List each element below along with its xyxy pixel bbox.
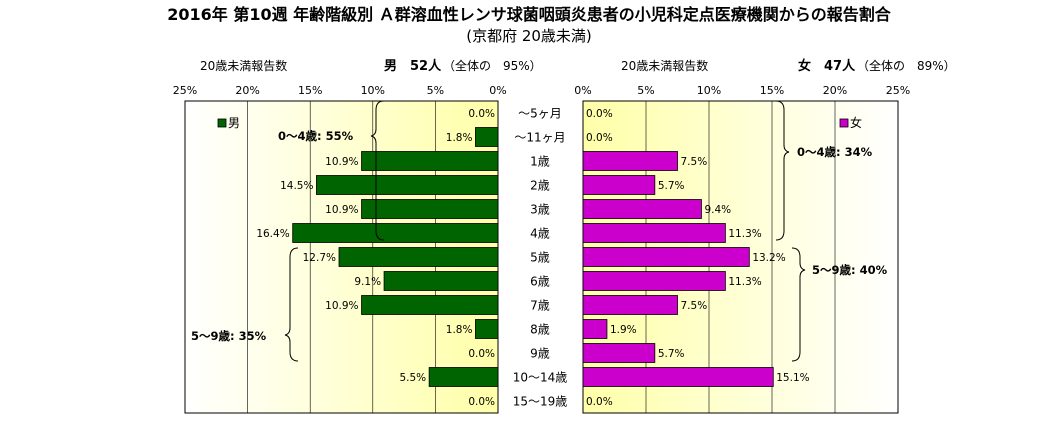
male-value-label: 0.0%	[468, 108, 495, 120]
female-bar	[582, 271, 726, 291]
male-legend-swatch	[217, 118, 227, 128]
male-tick-label: 10%	[361, 84, 385, 97]
male-count: 男 52人	[384, 58, 442, 74]
female-bar	[582, 175, 656, 195]
female-bar	[582, 319, 608, 339]
female-tick-label: 5%	[637, 84, 654, 97]
male-value-label: 16.4%	[256, 228, 289, 240]
female-tick-label: 15%	[760, 84, 784, 97]
female-value-label: 0.0%	[586, 108, 613, 120]
male-bracket-5-9	[284, 247, 299, 362]
male-bar	[428, 367, 499, 387]
female-group-5-9-label: 5～9歳: 40%	[812, 263, 888, 277]
category-label: 7歳	[530, 299, 550, 313]
chart-subtitle: (京都府 20歳未満)	[466, 27, 592, 45]
male-legend: 男	[217, 116, 240, 130]
female-value-label: 7.5%	[681, 156, 708, 168]
female-bar	[582, 343, 656, 363]
female-legend: 女	[839, 115, 862, 130]
male-value-label: 10.9%	[325, 300, 358, 312]
chart-title: 2016年 第10週 年齢階級別 Ａ群溶血性レンサ球菌咽頭炎患者の小児科定点医療…	[167, 5, 892, 24]
category-label: 9歳	[530, 347, 550, 361]
male-share: （全体の 95%）	[443, 58, 542, 73]
male-tick-label: 25%	[173, 84, 197, 97]
male-tick-label: 20%	[235, 84, 259, 97]
female-bracket-5-9	[791, 247, 806, 362]
female-legend-label: 女	[850, 115, 862, 130]
female-bar	[582, 247, 750, 267]
male-bar	[383, 271, 499, 291]
female-bracket-0-4	[775, 100, 790, 241]
category-label: 4歳	[530, 227, 550, 241]
female-value-label: 9.4%	[704, 204, 731, 216]
male-value-label: 1.8%	[446, 324, 473, 336]
male-value-label: 10.9%	[325, 156, 358, 168]
category-label: 6歳	[530, 275, 550, 289]
male-value-label: 9.1%	[354, 276, 381, 288]
male-bar	[361, 295, 499, 315]
female-tick-label: 0%	[574, 84, 591, 97]
male-bar	[316, 175, 499, 195]
female-count: 女 47人	[798, 58, 856, 74]
category-label: 10～14歳	[513, 371, 568, 385]
female-value-label: 0.0%	[586, 132, 613, 144]
male-tick-label: 15%	[298, 84, 322, 97]
female-value-label: 13.2%	[752, 252, 785, 264]
female-bar	[582, 295, 678, 315]
male-value-label: 0.0%	[468, 348, 495, 360]
male-bar	[475, 127, 499, 147]
female-value-label: 0.0%	[586, 396, 613, 408]
male-group-5-9-label: 5～9歳: 35%	[191, 329, 267, 343]
male-report-label: 20歳未満報告数	[200, 58, 287, 73]
category-label: 3歳	[530, 203, 550, 217]
category-label: 15～19歳	[513, 395, 568, 409]
male-value-label: 1.8%	[446, 132, 473, 144]
category-label: 8歳	[530, 323, 550, 337]
category-label: ～5ヶ月	[518, 107, 562, 121]
male-bar	[292, 223, 499, 243]
male-value-label: 12.7%	[303, 252, 336, 264]
male-bracket-0-4	[370, 100, 385, 241]
female-bar	[582, 151, 678, 171]
female-legend-swatch	[839, 118, 849, 128]
male-tick-label: 5%	[427, 84, 444, 97]
male-bar	[475, 319, 499, 339]
category-label: ～11ヶ月	[514, 131, 565, 145]
female-value-label: 1.9%	[610, 324, 637, 336]
female-tick-label: 25%	[886, 84, 910, 97]
female-report-label: 20歳未満報告数	[621, 58, 708, 73]
male-value-label: 14.5%	[280, 180, 313, 192]
male-bar	[338, 247, 499, 267]
female-tick-label: 20%	[823, 84, 847, 97]
category-label: 2歳	[530, 179, 550, 193]
male-bar	[361, 199, 499, 219]
female-bar	[582, 367, 774, 387]
male-legend-label: 男	[228, 116, 240, 130]
male-value-label: 5.5%	[399, 372, 426, 384]
male-bar	[361, 151, 499, 171]
female-value-label: 7.5%	[681, 300, 708, 312]
female-group-0-4-label: 0～4歳: 34%	[797, 145, 873, 159]
female-value-label: 15.1%	[776, 372, 809, 384]
male-value-label: 0.0%	[468, 396, 495, 408]
female-share: （全体の 89%）	[857, 58, 956, 73]
female-value-label: 11.3%	[728, 276, 761, 288]
male-tick-label: 0%	[489, 84, 506, 97]
male-value-label: 10.9%	[325, 204, 358, 216]
female-value-label: 11.3%	[728, 228, 761, 240]
female-value-label: 5.7%	[658, 348, 685, 360]
female-tick-label: 10%	[697, 84, 721, 97]
female-bar	[582, 223, 726, 243]
category-label: 5歳	[530, 251, 550, 265]
female-value-label: 5.7%	[658, 180, 685, 192]
category-label: 1歳	[530, 155, 550, 169]
female-bar	[582, 199, 702, 219]
male-group-0-4-label: 0～4歳: 55%	[278, 129, 354, 143]
